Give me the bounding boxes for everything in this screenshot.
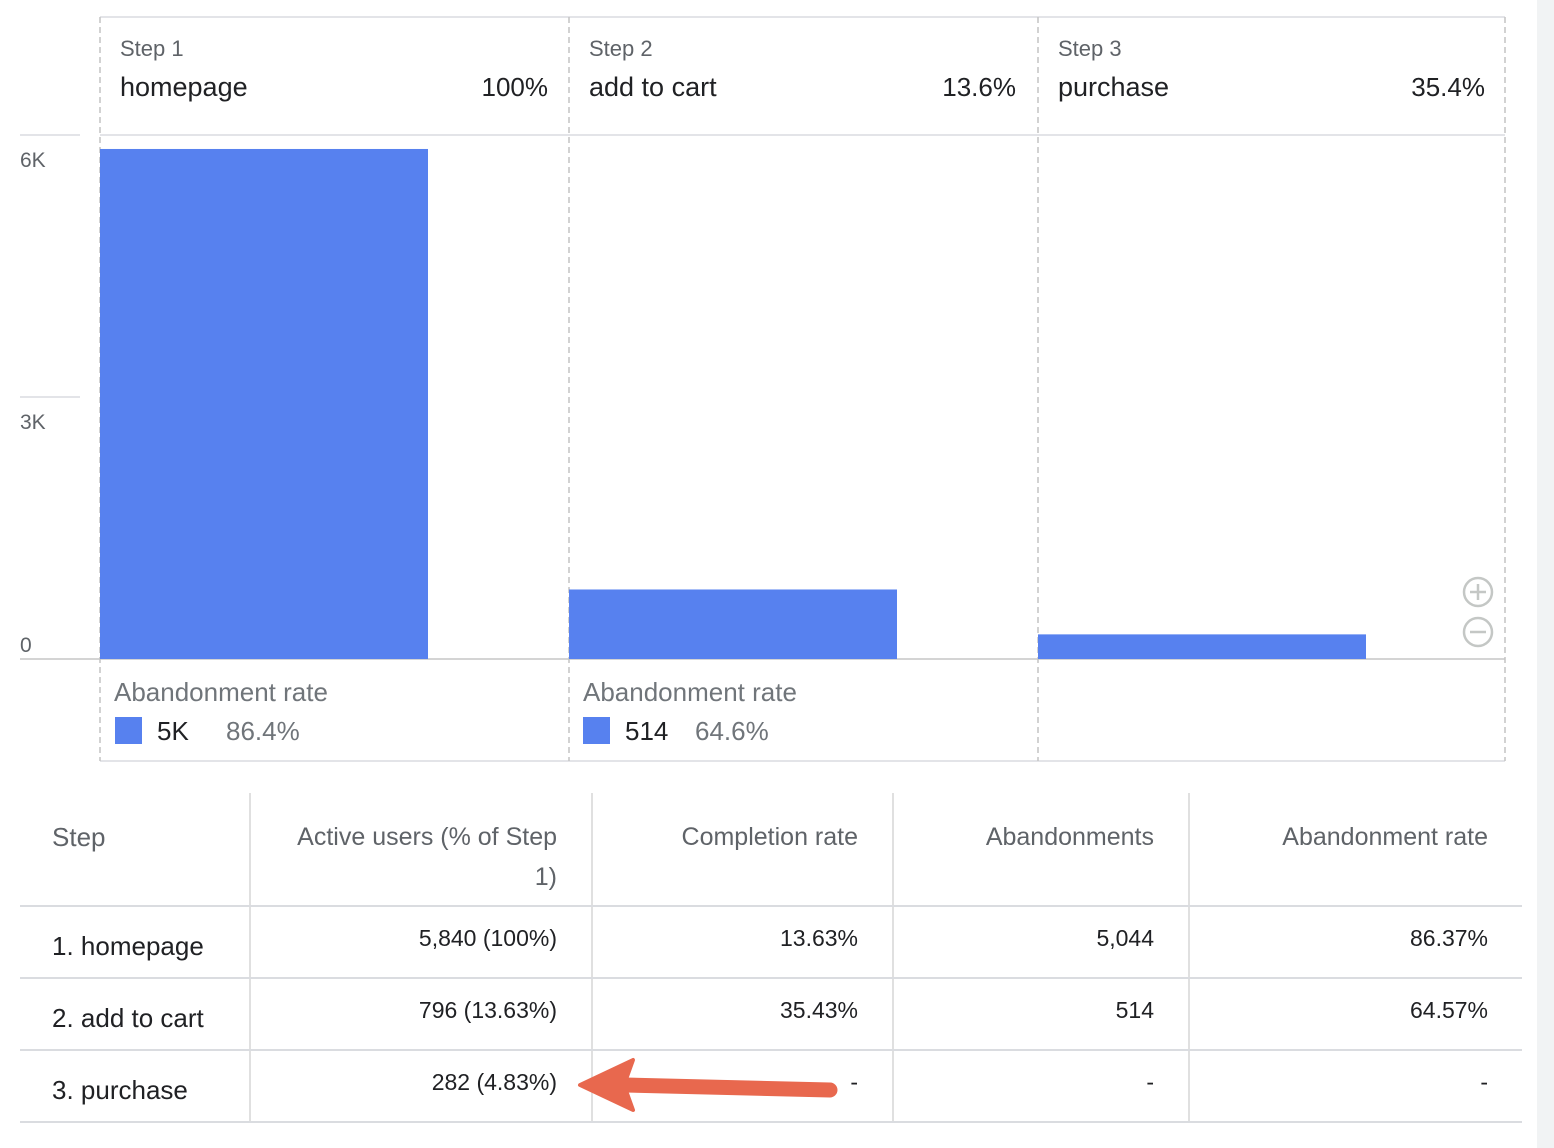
bar-purchase[interactable] bbox=[1038, 634, 1366, 659]
step-2-label: Step 2 bbox=[589, 36, 653, 61]
scrollbar[interactable] bbox=[1537, 0, 1554, 1148]
cell-completion-rate: 35.43% bbox=[591, 978, 893, 1051]
table-row: 2. add to cart 796 (13.63%) 35.43% 514 6… bbox=[20, 978, 1522, 1051]
cell-completion-rate: 13.63% bbox=[591, 906, 893, 979]
abandonment-rate-2: 64.6% bbox=[695, 716, 769, 746]
abandonment-swatch-2 bbox=[583, 717, 610, 744]
y-tick-label-6k: 6K bbox=[20, 149, 46, 172]
bar-homepage[interactable] bbox=[100, 148, 428, 659]
funnel-chart: 6K 3K 0 Step 1 homepage 100% Step 2 add … bbox=[20, 16, 1506, 762]
zoom-in-icon[interactable] bbox=[1462, 576, 1494, 608]
cell-abandonment-rate: - bbox=[1188, 1050, 1522, 1123]
funnel-table: Step Active users (% of Step 1) Completi… bbox=[20, 793, 1522, 1123]
step-2-name: add to cart bbox=[589, 72, 717, 102]
step-1-label: Step 1 bbox=[120, 36, 184, 61]
step-3-label: Step 3 bbox=[1058, 36, 1122, 61]
step-2-rate: 13.6% bbox=[942, 72, 1016, 102]
cell-abandonment-rate: 86.37% bbox=[1188, 906, 1522, 979]
step-3-name: purchase bbox=[1058, 72, 1169, 102]
y-tick-label-0: 0 bbox=[20, 634, 32, 657]
abandonment-title-1: Abandonment rate bbox=[114, 677, 328, 707]
bar-add-to-cart[interactable] bbox=[569, 589, 897, 659]
cell-abandonments: 5,044 bbox=[892, 906, 1189, 979]
abandonment-title-2: Abandonment rate bbox=[583, 677, 797, 707]
cell-active-users: 282 (4.83%) bbox=[249, 1050, 592, 1123]
y-tick-label-3k: 3K bbox=[20, 411, 46, 434]
header-abandonment-rate[interactable]: Abandonment rate bbox=[1188, 793, 1522, 907]
cell-step: 2. add to cart bbox=[20, 978, 250, 1051]
step-3-rate: 35.4% bbox=[1411, 72, 1485, 102]
abandonment-rate-1: 86.4% bbox=[226, 716, 300, 746]
abandonment-count-1: 5K bbox=[157, 716, 189, 746]
table-row: 1. homepage 5,840 (100%) 13.63% 5,044 86… bbox=[20, 906, 1522, 979]
abandonment-swatch-1 bbox=[115, 717, 142, 744]
cell-active-users: 796 (13.63%) bbox=[249, 978, 592, 1051]
table-row: 3. purchase 282 (4.83%) - - - bbox=[20, 1050, 1522, 1123]
step-1-name: homepage bbox=[120, 72, 248, 102]
cell-step: 3. purchase bbox=[20, 1050, 250, 1123]
zoom-out-icon[interactable] bbox=[1462, 616, 1494, 648]
cell-active-users: 5,840 (100%) bbox=[249, 906, 592, 979]
table-header-row: Step Active users (% of Step 1) Completi… bbox=[20, 793, 1522, 907]
header-completion-rate[interactable]: Completion rate bbox=[591, 793, 893, 907]
abandonment-count-2: 514 bbox=[625, 716, 668, 746]
header-abandonments[interactable]: Abandonments bbox=[892, 793, 1189, 907]
header-step[interactable]: Step bbox=[20, 793, 250, 907]
cell-abandonments: 514 bbox=[892, 978, 1189, 1051]
cell-abandonment-rate: 64.57% bbox=[1188, 978, 1522, 1051]
cell-abandonments: - bbox=[892, 1050, 1189, 1123]
cell-completion-rate: - bbox=[591, 1050, 893, 1123]
cell-step: 1. homepage bbox=[20, 906, 250, 979]
step-1-rate: 100% bbox=[482, 72, 549, 102]
header-active-users[interactable]: Active users (% of Step 1) bbox=[249, 793, 592, 907]
